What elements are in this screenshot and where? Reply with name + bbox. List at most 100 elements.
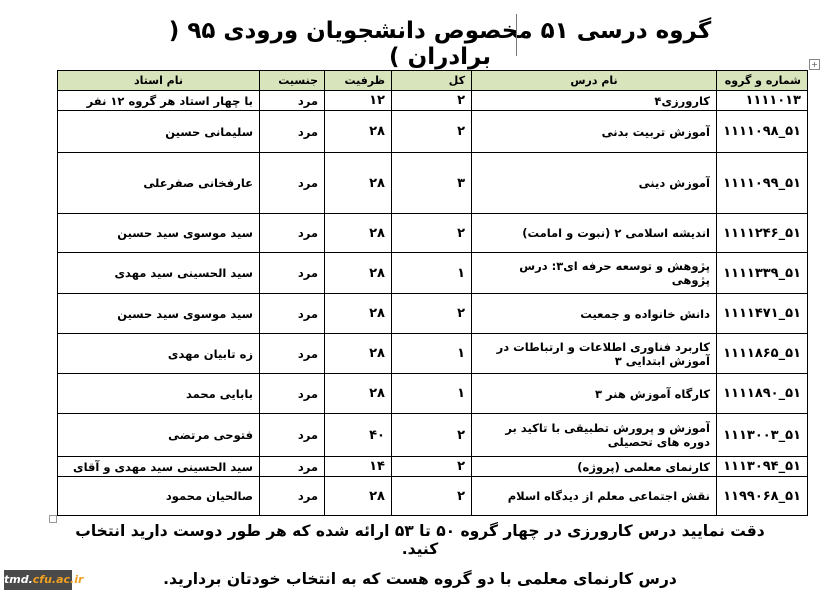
cell-text: ۲۸	[369, 225, 385, 241]
cell-capacity: ۱۲	[324, 90, 392, 111]
cell-instructor: سید موسوی سید حسین	[57, 213, 260, 253]
cell-units: ۳	[391, 152, 472, 214]
cell-instructor: سلیمانی حسین	[57, 110, 260, 153]
cell-text: ۵۱_۱۱۹۹۰۶۸	[723, 488, 801, 504]
table-row: ۵۱_۱۱۱۱۳۳۹ پژوهش و توسعه حرفه ای۳: درس پژ…	[57, 252, 808, 294]
cell-text: با چهار استاد هر گروه ۱۲ نفر	[86, 93, 253, 108]
cell-capacity: ۲۸	[324, 213, 392, 253]
cell-gender: مرد	[259, 252, 325, 294]
cell-text: ۱۱۱۱۰۱۳	[745, 93, 801, 108]
cell-course-name: اندیشه اسلامی ۲ (نبوت و امامت)	[471, 213, 717, 253]
cell-text: ۱	[457, 346, 465, 361]
cell-text: ۲	[457, 427, 465, 443]
header-course-name: نام درس	[471, 70, 717, 91]
note-internship: دقت نمایید درس کارورزی در چهار گروه ۵۰ ت…	[75, 522, 765, 558]
table-row: ۵۱_۱۱۱۳۰۹۴ کارنمای معلمی (پروژه) ۲ ۱۴ مرد سید…	[57, 456, 808, 477]
cell-text: صالحیان محمود	[165, 489, 253, 503]
cell-units: ۲	[391, 476, 472, 516]
table-row: ۵۱_۱۱۱۱۰۹۹ آموزش دینی ۳ ۲۸ مرد عارفخانی صفرعل…	[57, 152, 808, 214]
table-row: ۵۱_۱۱۱۳۰۰۳ آموزش و پرورش تطبیقی با تاکید …	[57, 413, 808, 457]
cell-text: سید الحسینی سید مهدی و آقای	[73, 459, 253, 474]
cell-gender: مرد	[259, 476, 325, 516]
cell-text: ۵۱_۱۱۱۱۰۹۸	[723, 124, 801, 139]
table-row: ۵۱_۱۱۱۱۰۹۸ آموزش تربیت بدنی ۲ ۲۸ مرد سلیمانی …	[57, 110, 808, 153]
cell-text: سلیمانی حسین	[165, 124, 253, 139]
table-move-handle-icon[interactable]: +	[809, 59, 820, 70]
cell-text: ۳	[457, 175, 465, 191]
header-instructor: نام استاد	[57, 70, 260, 91]
cell-instructor: سید الحسینی سید مهدی و آقای	[57, 456, 260, 477]
cell-text: ۱۴	[369, 459, 385, 474]
cell-course-name: کاربرد فناوری اطلاعات و ارتباطات در آموز…	[471, 333, 717, 374]
cell-gender: مرد	[259, 293, 325, 334]
cell-code: ۵۱_۱۱۱۱۲۴۶	[716, 213, 808, 253]
cell-course-name: کارنمای معلمی (پروژه)	[471, 456, 717, 477]
cell-instructor: سید الحسینی سید مهدی	[57, 252, 260, 294]
cell-units: ۱	[391, 252, 472, 294]
cell-course-name: کارورزی۴	[471, 90, 717, 111]
cell-capacity: ۲۸	[324, 110, 392, 153]
course-table: شماره و گروه نام درس کل ظرفیت جنسیت نام …	[57, 70, 808, 516]
cell-text: ۵۱_۱۱۱۱۴۷۱	[723, 306, 801, 321]
cell-text: ۱۲	[369, 93, 385, 108]
cell-text: مرد	[297, 459, 318, 474]
cell-text: کارورزی۴	[654, 93, 710, 108]
cell-text: ۱	[457, 386, 465, 401]
table-row: ۵۱_۱۱۱۱۸۹۰ کارگاه آموزش هنر ۳ ۱ ۲۸ مرد بابایی…	[57, 373, 808, 414]
cell-capacity: ۲۸	[324, 252, 392, 294]
cell-text: دانش خانواده و جمعیت	[580, 306, 710, 321]
cell-course-name: پژوهش و توسعه حرفه ای۳: درس پژوهی	[471, 252, 717, 294]
cell-text: ۵۱_۱۱۱۱۸۶۵	[723, 346, 801, 361]
cell-gender: مرد	[259, 373, 325, 414]
cell-text: کارنمای معلمی (پروژه)	[577, 459, 710, 474]
cell-capacity: ۲۸	[324, 373, 392, 414]
cell-text: ۲۸	[369, 346, 385, 361]
cell-instructor: با چهار استاد هر گروه ۱۲ نفر	[57, 90, 260, 111]
cell-code: ۵۱_۱۱۱۳۰۰۳	[716, 413, 808, 457]
cell-course-name: دانش خانواده و جمعیت	[471, 293, 717, 334]
cell-gender: مرد	[259, 152, 325, 214]
cell-course-name: آموزش تربیت بدنی	[471, 110, 717, 153]
cell-text: ۲۸	[369, 124, 385, 139]
cell-gender: مرد	[259, 413, 325, 457]
cell-code: ۵۱_۱۱۱۱۰۹۸	[716, 110, 808, 153]
cell-units: ۲	[391, 110, 472, 153]
header-gender: جنسیت	[259, 70, 325, 91]
cell-units: ۱	[391, 333, 472, 374]
table-header-row: شماره و گروه نام درس کل ظرفیت جنسیت نام …	[57, 70, 808, 91]
cell-text: ۲۸	[369, 306, 385, 321]
cell-text: مرد	[297, 346, 318, 361]
cell-text: ۲	[457, 225, 465, 241]
cell-text: ۲۸	[369, 175, 385, 191]
cell-text: مرد	[297, 266, 318, 280]
cell-text: آموزش تربیت بدنی	[601, 124, 710, 139]
cell-text: ۱	[457, 265, 465, 281]
cell-code: ۵۱_۱۱۱۱۴۷۱	[716, 293, 808, 334]
cell-capacity: ۲۸	[324, 476, 392, 516]
cell-units: ۲	[391, 293, 472, 334]
cell-text: ۵۱_۱۱۱۳۰۰۳	[723, 427, 801, 443]
cell-code: ۵۱_۱۱۱۳۰۹۴	[716, 456, 808, 477]
cell-code: ۵۱_۱۱۹۹۰۶۸	[716, 476, 808, 516]
text-cursor	[516, 14, 517, 56]
cell-text: مرد	[297, 306, 318, 321]
cell-gender: مرد	[259, 110, 325, 153]
cell-instructor: بابایی محمد	[57, 373, 260, 414]
cell-text: سید موسوی سید حسین	[117, 306, 253, 321]
cell-gender: مرد	[259, 333, 325, 374]
cell-text: مرد	[297, 176, 318, 190]
cell-units: ۲	[391, 90, 472, 111]
table-row: ۵۱_۱۱۱۱۴۷۱ دانش خانواده و جمعیت ۲ ۲۸ مرد سید …	[57, 293, 808, 334]
cell-text: مرد	[297, 428, 318, 442]
cell-text: مرد	[297, 93, 318, 108]
cell-text: مرد	[297, 489, 318, 503]
cell-course-name: آموزش و پرورش تطبیقی با تاکید بر دوره ها…	[471, 413, 717, 457]
cell-text: عارفخانی صفرعلی	[143, 176, 253, 190]
cell-text: ۲	[457, 124, 465, 139]
cell-text: زه تابیان مهدی	[167, 346, 253, 361]
cell-text: سید موسوی سید حسین	[117, 226, 253, 240]
cell-text: ۲۸	[369, 265, 385, 281]
table-row: ۵۱_۱۱۱۱۲۴۶ اندیشه اسلامی ۲ (نبوت و امامت)…	[57, 213, 808, 253]
cell-course-name: کارگاه آموزش هنر ۳	[471, 373, 717, 414]
cell-gender: مرد	[259, 456, 325, 477]
